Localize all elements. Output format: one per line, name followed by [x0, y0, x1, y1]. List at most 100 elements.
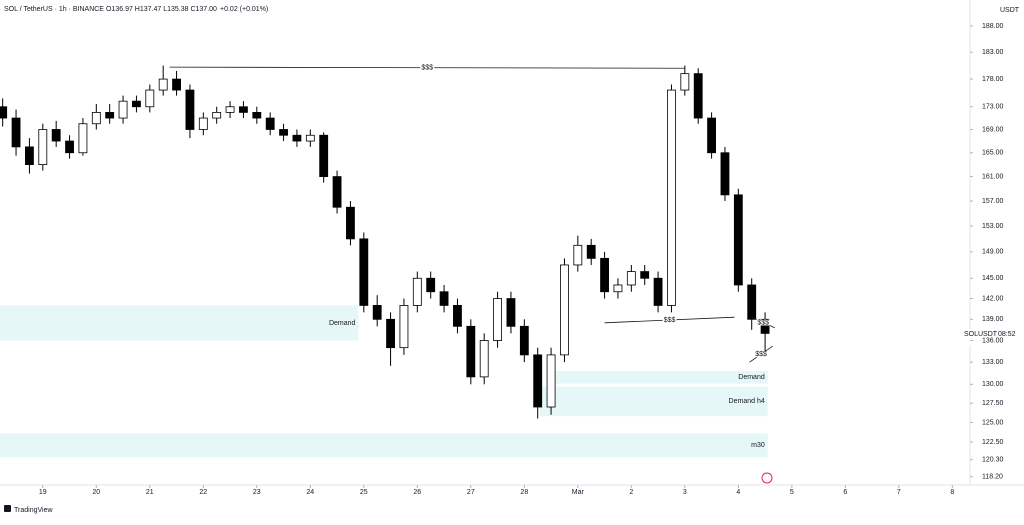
y-tick-label: 139.00: [982, 316, 1004, 323]
x-tick-label: 21: [146, 489, 154, 496]
candle-body: [11, 117, 21, 148]
y-tick-label: 161.00: [982, 173, 1004, 180]
y-tick-label: 149.00: [982, 249, 1004, 256]
candle-body: [479, 340, 489, 378]
candle-body: [65, 140, 74, 154]
countdown: 08:52: [998, 331, 1016, 338]
candle-body: [265, 117, 275, 130]
candle-body: [720, 152, 730, 196]
x-tick-label: 25: [360, 489, 368, 496]
y-tick-label: 153.00: [982, 223, 1004, 230]
candle-body: [386, 318, 395, 349]
candle-body: [118, 100, 128, 119]
y-tick-label: 165.00: [982, 150, 1004, 157]
line-label: $$$: [421, 65, 433, 72]
candle-body: [279, 129, 288, 136]
line-label: $$$: [755, 351, 767, 358]
y-tick-label: 122.50: [982, 439, 1004, 446]
x-tick-label: 3: [683, 489, 687, 496]
symbol: SOL / TetherUS · 1h · BINANCE: [4, 6, 104, 13]
candle-body: [747, 284, 757, 320]
candle-body: [372, 305, 382, 320]
zone-label: Demand h4: [729, 398, 765, 405]
x-tick-label: Mar: [572, 489, 585, 496]
y-tick-label: 157.00: [982, 198, 1004, 205]
candle-body: [25, 146, 34, 165]
line-label-bg: [754, 351, 769, 358]
brand: TradingView: [14, 507, 53, 514]
x-tick-label: 5: [790, 489, 794, 496]
candle-body: [426, 277, 436, 293]
candle-body: [292, 134, 302, 142]
x-tick-label: 22: [199, 489, 207, 496]
x-tick-label: 4: [736, 489, 740, 496]
candle-body: [399, 305, 409, 349]
candle-body: [533, 354, 543, 408]
y-tick-label: 136.00: [982, 337, 1004, 344]
candle-body: [626, 271, 636, 286]
candle-body: [653, 277, 663, 306]
y-tick-label: 145.00: [982, 275, 1004, 282]
candle-body: [667, 89, 676, 306]
zone: [547, 370, 768, 384]
candle-body: [225, 106, 235, 113]
candle-body: [198, 117, 208, 130]
x-tick-label: 27: [467, 489, 475, 496]
candle-body: [51, 129, 61, 142]
candle-body: [38, 129, 48, 165]
candle-body: [600, 257, 609, 293]
candle-body: [305, 134, 315, 142]
y-tick-label: 130.00: [982, 381, 1004, 388]
y-tick-label: 188.00: [982, 23, 1004, 30]
y-tick-label: 125.00: [982, 419, 1004, 426]
candle-body: [640, 271, 650, 279]
line-label-bg: [420, 64, 435, 71]
x-tick-label: 6: [843, 489, 847, 496]
candle-body: [346, 206, 355, 240]
y-tick-label: 178.00: [982, 76, 1004, 83]
x-tick-label: 19: [39, 489, 47, 496]
candle-body: [332, 176, 342, 208]
logo: [4, 505, 11, 512]
candle-body: [680, 73, 690, 91]
candle-body: [453, 305, 462, 327]
candle-body: [185, 89, 195, 130]
x-tick-label: 8: [950, 489, 954, 496]
currency: USDT: [1000, 7, 1020, 14]
candle-body: [412, 277, 422, 306]
candle-body: [239, 106, 248, 113]
ohlc: O136.97 H137.47 L135.38 C137.00: [106, 6, 217, 13]
x-tick-label: 26: [413, 489, 421, 496]
candle-body: [546, 354, 556, 408]
candle-body: [91, 111, 101, 125]
y-tick-label: 133.00: [982, 359, 1004, 366]
x-tick-label: 7: [897, 489, 901, 496]
y-tick-label: 120.30: [982, 456, 1004, 463]
candle-body: [613, 284, 623, 293]
candle-body: [359, 238, 369, 306]
candle-body: [573, 244, 583, 266]
candle-body: [319, 134, 329, 177]
candle-body: [733, 194, 743, 286]
candle-body: [493, 298, 502, 341]
x-tick-label: 23: [253, 489, 261, 496]
candle-body: [78, 123, 88, 154]
alert-icon[interactable]: [761, 472, 773, 484]
candle-body: [439, 291, 449, 306]
x-tick-label: 28: [520, 489, 528, 496]
candle-body: [105, 111, 115, 119]
x-tick-label: 24: [306, 489, 314, 496]
candle-body: [693, 73, 703, 119]
y-tick-label: 169.00: [982, 126, 1004, 133]
y-tick-label: 142.00: [982, 295, 1004, 302]
y-tick-label: 127.50: [982, 400, 1004, 407]
line-label: $$$: [664, 317, 676, 324]
candle-body: [172, 78, 181, 91]
y-tick-label: 183.00: [982, 49, 1004, 56]
line-label-bg: [662, 317, 677, 324]
candle-body: [586, 244, 596, 259]
candle-body: [519, 325, 529, 356]
candle-body: [145, 89, 155, 108]
candle-body: [158, 78, 168, 91]
